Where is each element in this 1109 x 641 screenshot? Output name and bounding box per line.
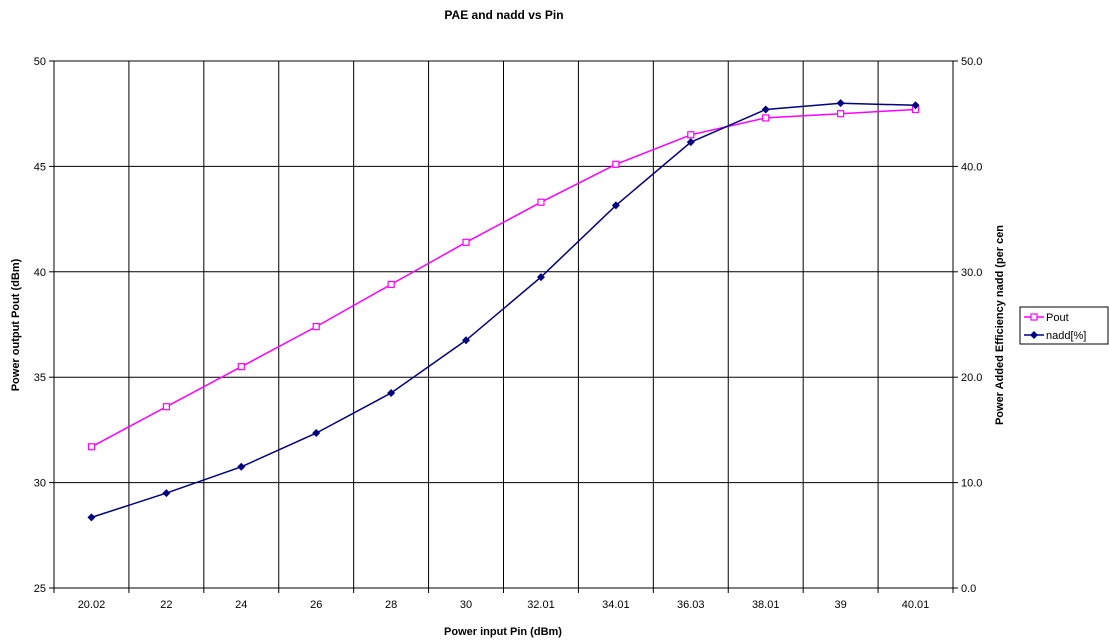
y2-tick-label: 50.0 (961, 56, 982, 68)
grid (54, 61, 953, 588)
legend-label-nadd: nadd[%] (1046, 330, 1086, 342)
x-tick-label: 22 (160, 599, 172, 611)
nadd-point (237, 462, 246, 471)
nadd-point (911, 101, 920, 110)
y-axis-title: Power output Pout (dBm) (10, 258, 22, 391)
legend-label-pout: Pout (1046, 312, 1069, 324)
x-tick-label: 38.01 (752, 599, 780, 611)
y-tick-label: 40 (34, 267, 46, 279)
x-tick-label: 40.01 (902, 599, 930, 611)
legend: Pout nadd[%] (1019, 306, 1109, 345)
y2-tick-label: 20.0 (961, 372, 982, 384)
nadd-point (387, 389, 396, 398)
x-tick-label: 26 (310, 599, 322, 611)
pout-point (612, 160, 620, 168)
pout-point (462, 238, 470, 246)
pout-point (537, 198, 545, 206)
nadd-point (462, 336, 471, 345)
y2-axis-title: Power Added Efficiency nadd (per cen (994, 225, 1006, 425)
legend-marker-nadd (1030, 331, 1038, 339)
x-axis-title: Power input Pin (dBm) (444, 626, 562, 638)
x-tick-label: 30 (460, 599, 472, 611)
y-tick-label: 25 (34, 583, 46, 595)
nadd-point (162, 489, 171, 498)
y2-tick-label: 40.0 (961, 161, 982, 173)
x-tick-label: 20.02 (78, 599, 106, 611)
pout-point (237, 363, 245, 371)
pout-point (687, 131, 695, 139)
y2-tick-label: 0.0 (961, 583, 976, 595)
series-layer (87, 99, 920, 522)
nadd-point (761, 105, 770, 114)
pout-point (837, 110, 845, 118)
x-tick-label: 24 (235, 599, 247, 611)
series-line-pout (91, 108, 916, 448)
chart-title: PAE and nadd vs Pin (444, 8, 563, 22)
x-tick-label: 34.01 (602, 599, 630, 611)
nadd-point (87, 513, 96, 522)
y-tick-label: 50 (34, 56, 46, 68)
y-tick-label: 30 (34, 478, 46, 490)
legend-marker-pout (1030, 313, 1038, 321)
x-tick-label: 39 (835, 599, 847, 611)
series-line-nadd (91, 102, 916, 519)
pout-point (762, 114, 770, 122)
x-tick-label: 28 (385, 599, 397, 611)
y2-tick-label: 10.0 (961, 478, 982, 490)
pout-point (87, 443, 96, 451)
y-tick-label: 35 (34, 372, 46, 384)
pout-point (387, 280, 395, 289)
pout-point (312, 323, 320, 331)
y-tick-label: 45 (34, 161, 46, 173)
nadd-point (836, 99, 845, 108)
x-tick-label: 32.01 (527, 599, 555, 611)
nadd-point (686, 138, 695, 147)
y2-tick-label: 30.0 (961, 267, 982, 279)
pout-point (162, 403, 170, 411)
nadd-point (312, 429, 321, 438)
nadd-point (611, 201, 620, 210)
axes: 25 30 35 40 45 50 0.0 10.0 20.0 30.0 40.0 50.0 20.02… (34, 56, 983, 611)
nadd-point (536, 273, 545, 282)
x-tick-label: 36.03 (677, 599, 705, 611)
